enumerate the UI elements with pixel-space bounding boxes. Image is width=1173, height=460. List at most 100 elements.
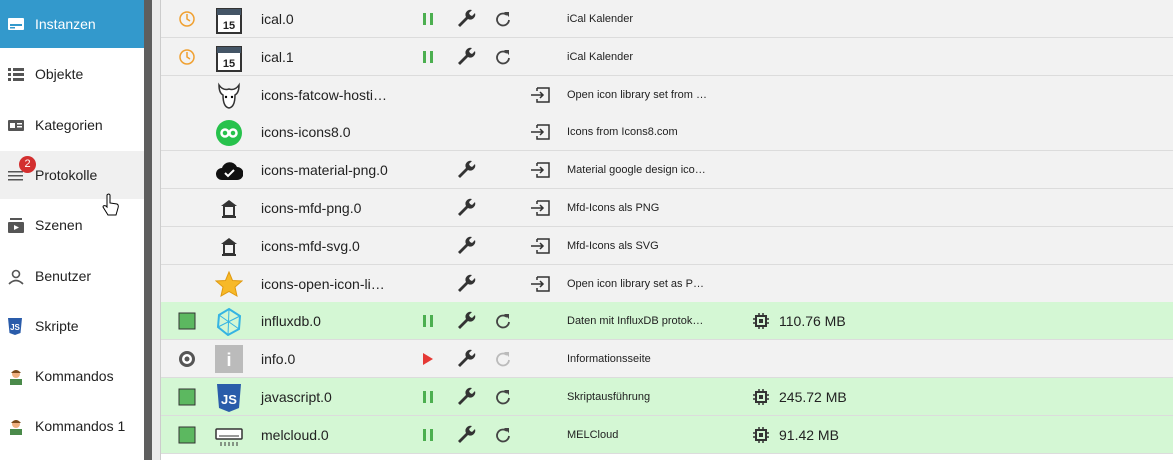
restart-button[interactable] bbox=[494, 10, 512, 28]
memory-usage: 110.76 MB bbox=[779, 313, 846, 330]
settings-button[interactable] bbox=[455, 235, 477, 257]
badge: 2 bbox=[19, 155, 36, 173]
instance-description: Skriptausführung bbox=[567, 391, 651, 403]
settings-button[interactable] bbox=[455, 273, 477, 295]
settings-button[interactable] bbox=[455, 348, 477, 370]
instance-row: i info.0 Informationsseite bbox=[161, 340, 1173, 379]
adapter-icon bbox=[218, 82, 240, 109]
menu-item[interactable]: Instanzen bbox=[0, 0, 144, 48]
open-link-button[interactable] bbox=[530, 275, 550, 293]
toggle-button[interactable] bbox=[421, 427, 435, 443]
instance-row: icons-icons8.0 Icons from Icons8.com bbox=[161, 113, 1173, 152]
instance-name: influxdb.0 bbox=[261, 313, 321, 330]
open-link-button[interactable] bbox=[530, 86, 550, 104]
restart-button[interactable] bbox=[494, 350, 512, 368]
adapter-icon: 15 bbox=[216, 8, 242, 34]
toggle-button[interactable] bbox=[421, 389, 435, 405]
memory-icon bbox=[753, 389, 769, 405]
instance-name: info.0 bbox=[261, 351, 296, 368]
open-link-button[interactable] bbox=[530, 123, 550, 141]
menu-label: Benutzer bbox=[35, 267, 92, 284]
settings-button[interactable] bbox=[455, 46, 477, 68]
menu-label: Kategorien bbox=[35, 116, 103, 133]
settings-button[interactable] bbox=[455, 159, 477, 181]
open-link-button[interactable] bbox=[530, 161, 550, 179]
status-icon bbox=[178, 388, 196, 406]
status-icon bbox=[179, 351, 195, 368]
svg-text:15: 15 bbox=[223, 20, 235, 32]
menu-item[interactable]: Benutzer bbox=[0, 252, 144, 300]
instance-description: Mfd-Icons als SVG bbox=[567, 239, 659, 252]
menu-icon bbox=[8, 218, 24, 234]
instance-name: icons-fatcow-hosti… bbox=[261, 86, 388, 103]
instance-description: Open icon library set as P… bbox=[567, 277, 704, 290]
toggle-button[interactable] bbox=[421, 49, 435, 65]
settings-button[interactable] bbox=[455, 386, 477, 408]
restart-button[interactable] bbox=[494, 388, 512, 406]
instance-row: 15 ical.0 iCal Kalender bbox=[161, 0, 1173, 38]
instance-description: Daten mit InfluxDB protok… bbox=[567, 315, 704, 328]
instance-row: icons-mfd-png.0 Mfd-Icons als PNG bbox=[161, 189, 1173, 227]
instance-row: icons-material-png.0 Material google desi… bbox=[161, 151, 1173, 190]
menu-item[interactable]: Kategorien bbox=[0, 101, 144, 149]
sidebar: Instanzen Objekte Kategorien Protokolle 2 Sze… bbox=[0, 0, 144, 460]
settings-button[interactable] bbox=[455, 197, 477, 219]
adapter-icon bbox=[216, 120, 242, 147]
status-icon bbox=[178, 426, 196, 444]
menu-item[interactable]: Objekte bbox=[0, 50, 144, 98]
menu-label: Skripte bbox=[35, 317, 79, 334]
open-link-button[interactable] bbox=[530, 199, 550, 217]
menu-item[interactable]: Protokolle 2 bbox=[0, 150, 144, 199]
adapter-icon bbox=[215, 270, 243, 297]
adapter-icon bbox=[221, 237, 237, 256]
instance-description: Informationsseite bbox=[567, 353, 651, 366]
menu-icon bbox=[10, 420, 22, 436]
menu-icon: JS bbox=[8, 317, 22, 335]
menu-icon bbox=[8, 68, 24, 82]
settings-button[interactable] bbox=[455, 424, 477, 446]
adapter-icon: JS bbox=[217, 384, 241, 412]
open-link-button[interactable] bbox=[530, 237, 550, 255]
toggle-button[interactable] bbox=[421, 313, 435, 329]
instance-name: melcloud.0 bbox=[261, 426, 329, 443]
settings-button[interactable] bbox=[455, 8, 477, 30]
instance-name: icons-mfd-png.0 bbox=[261, 200, 362, 216]
toggle-button[interactable] bbox=[421, 351, 435, 367]
menu-item[interactable]: Kommandos bbox=[0, 352, 144, 400]
instance-description: MELCloud bbox=[567, 428, 619, 441]
cursor bbox=[102, 193, 119, 216]
menu-item[interactable]: Kommandos 1 bbox=[0, 402, 144, 450]
adapter-icon: i bbox=[215, 345, 243, 374]
restart-button[interactable] bbox=[494, 312, 512, 330]
instance-name: icons-open-icon-li… bbox=[261, 275, 385, 292]
toggle-button[interactable] bbox=[421, 11, 435, 27]
instance-row: icons-mfd-svg.0 Mfd-Icons als SVG bbox=[161, 226, 1173, 265]
restart-button[interactable] bbox=[494, 426, 512, 444]
sidebar-scrollbar bbox=[144, 0, 152, 460]
instance-row: JS javascript.0 Skriptausführung 245.72 MB bbox=[161, 378, 1173, 416]
instance-list: 15 ical.0 iCal Kalender 15 ical.1 iCal Kalend… bbox=[160, 0, 1173, 460]
status-icon bbox=[179, 11, 195, 27]
instance-description: Icons from Icons8.com bbox=[567, 126, 678, 139]
restart-button[interactable] bbox=[494, 48, 512, 66]
menu-icon bbox=[8, 170, 23, 181]
adapter-icon: 15 bbox=[216, 45, 242, 72]
memory-usage: 91.42 MB bbox=[779, 426, 839, 443]
adapter-icon bbox=[215, 428, 243, 446]
instance-row: icons-open-icon-li… Open icon library set… bbox=[161, 264, 1173, 303]
settings-button[interactable] bbox=[455, 310, 477, 332]
adapter-icon bbox=[216, 162, 243, 181]
instance-name: javascript.0 bbox=[261, 389, 332, 405]
instance-name: icons-icons8.0 bbox=[261, 124, 351, 141]
menu-item[interactable]: Szenen bbox=[0, 201, 144, 249]
menu-item[interactable]: JS Skripte bbox=[0, 302, 144, 350]
instance-row: melcloud.0 MELCloud 91.42 MB bbox=[161, 415, 1173, 454]
instance-description: Mfd-Icons als PNG bbox=[567, 202, 660, 214]
instance-name: icons-material-png.0 bbox=[261, 162, 388, 179]
menu-icon bbox=[8, 119, 24, 131]
instance-description: iCal Kalender bbox=[567, 13, 634, 25]
svg-text:15: 15 bbox=[223, 58, 235, 70]
menu-label: Instanzen bbox=[35, 16, 96, 32]
instance-name: ical.1 bbox=[261, 48, 294, 65]
